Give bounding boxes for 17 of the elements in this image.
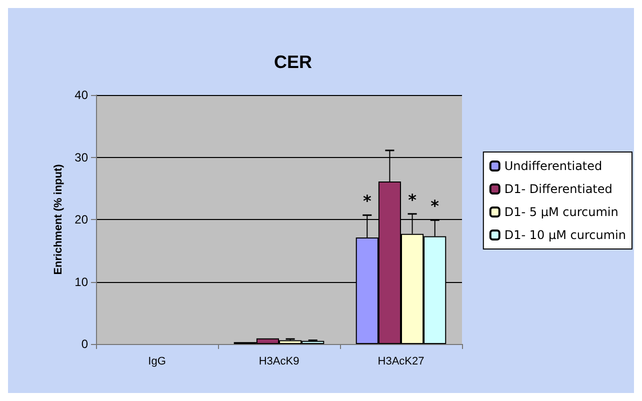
- chart-title: CER: [274, 52, 312, 72]
- legend-label: D1- 10 μM curcumin: [504, 228, 626, 242]
- y-tick-label: 0: [81, 337, 88, 351]
- y-tick-label: 40: [74, 88, 88, 102]
- legend-label: Undifferentiated: [504, 159, 602, 173]
- data-label: *: [362, 192, 372, 211]
- y-tick-label: 10: [74, 274, 88, 289]
- y-axis-title: Enrichment (% input): [52, 164, 64, 275]
- data-label: *: [408, 190, 418, 210]
- legend-label: D1- 5 μM curcumin: [504, 205, 618, 219]
- x-tick-label: H3AcK27: [378, 356, 424, 368]
- x-tick-label: IgG: [148, 356, 166, 368]
- x-tick-label: H3AcK9: [258, 356, 300, 368]
- y-tick-label: 20: [74, 212, 88, 226]
- y-tick-label: 30: [74, 150, 88, 164]
- data-label: *: [430, 196, 440, 216]
- legend-label: D1- Differentiated: [504, 182, 612, 196]
